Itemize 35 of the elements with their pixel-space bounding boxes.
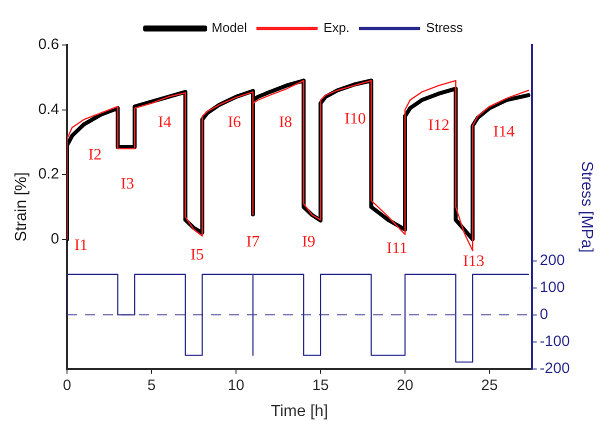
annotation: I14 — [493, 124, 515, 141]
x-tick-label: 0 — [62, 376, 72, 394]
annotation: I3 — [120, 175, 134, 192]
y2-axis-title: Stress [MPa] — [578, 161, 595, 253]
y2-tick-label: 200 — [540, 252, 565, 270]
x-axis-title: Time [h] — [270, 402, 328, 420]
y-tick-label: 0.2 — [38, 166, 60, 183]
x-tick-label: 15 — [312, 376, 329, 394]
annotation: I2 — [88, 146, 102, 164]
annotation: I13 — [463, 253, 484, 270]
annotation: I6 — [228, 114, 242, 131]
y2-tick-label: -200 — [540, 360, 570, 377]
y2-tick-label: 100 — [540, 278, 565, 296]
y-tick-label: 0.6 — [38, 36, 60, 54]
annotation: I1 — [74, 236, 88, 254]
legend-label: Exp. — [324, 20, 350, 36]
y-tick-label: 0.4 — [38, 100, 60, 118]
annotation: I9 — [302, 234, 316, 251]
annotation: I12 — [428, 117, 450, 134]
legend-label: Stress — [426, 20, 464, 36]
annotation: I11 — [386, 240, 408, 258]
y-axis-title: Strain [%] — [13, 172, 30, 242]
x-tick-label: 20 — [396, 376, 414, 394]
y2-tick-label: -100 — [540, 332, 570, 350]
x-tick-label: 10 — [228, 376, 244, 394]
annotation: I7 — [246, 234, 260, 251]
legend-label: Model — [212, 20, 248, 36]
y-tick-label: 0 — [50, 230, 60, 248]
annotation: I10 — [344, 110, 366, 128]
x-tick-label: 5 — [147, 376, 156, 394]
x-tick-label: 25 — [481, 376, 498, 394]
annotation: I5 — [190, 246, 204, 264]
annotation: I4 — [158, 114, 172, 131]
y2-tick-label: 0 — [540, 306, 548, 323]
annotation: I8 — [278, 114, 292, 131]
